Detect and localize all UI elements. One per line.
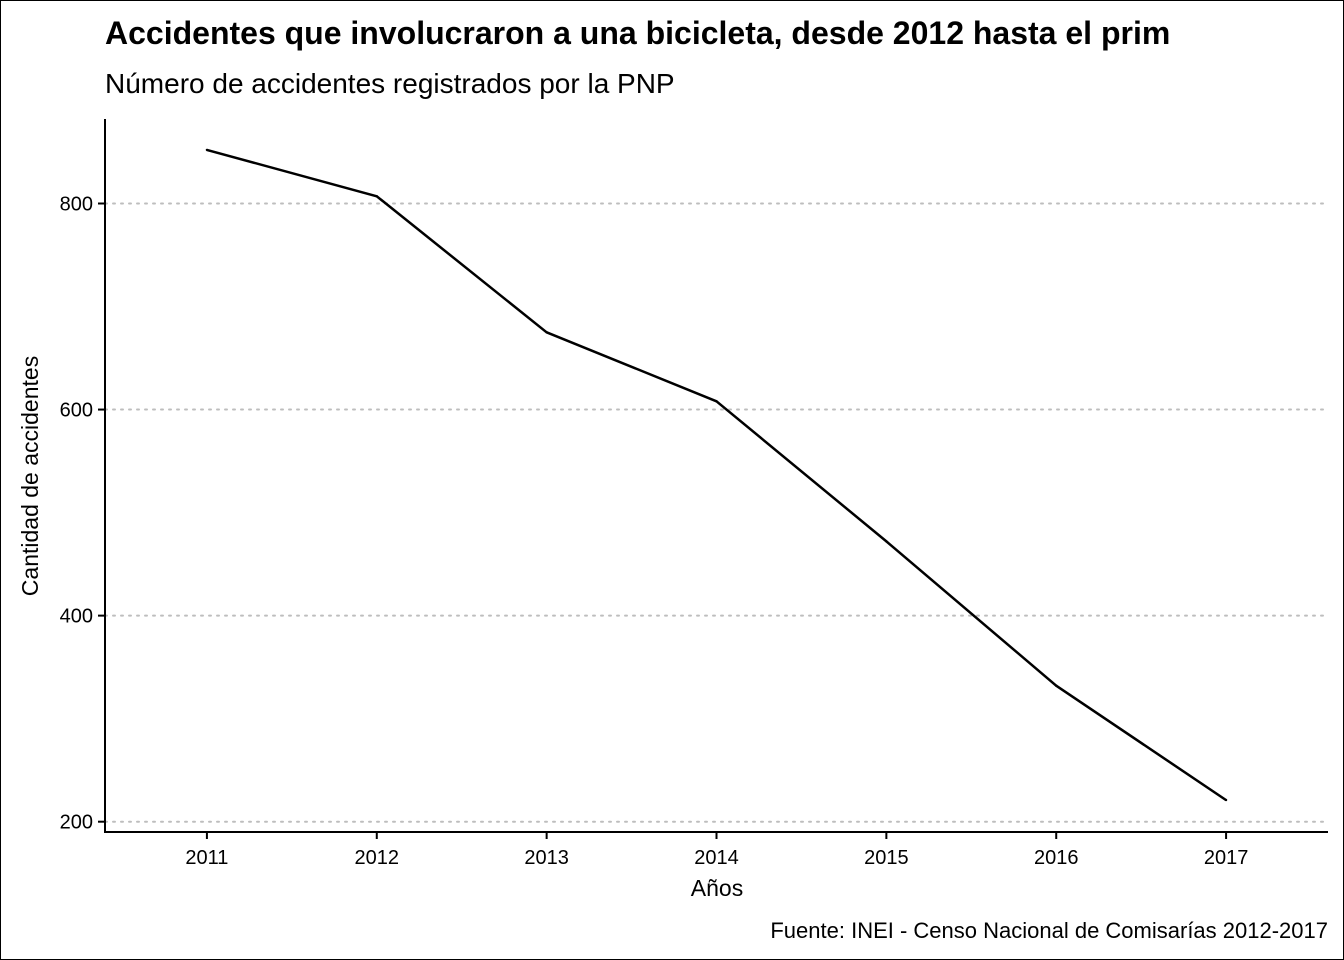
data-point [205,148,209,152]
axes [98,119,1328,839]
data-point [885,540,888,543]
gridlines [104,202,1329,823]
y-tick-label: 200 [60,812,93,834]
data-point [545,331,548,334]
y-tick-label: 800 [60,193,93,215]
x-axis-title: Años [691,875,743,901]
y-tick-label: 400 [60,606,93,628]
series-layer [205,148,1228,802]
caption: Fuente: INEI - Censo Nacional de Comisar… [770,918,1328,943]
x-tick-label: 2015 [864,847,909,869]
series-line [206,148,1227,802]
data-point [1224,798,1228,802]
x-tick-label: 2011 [185,847,228,869]
data-point [375,195,378,198]
data-point [1055,684,1058,687]
x-tick-label: 2012 [355,847,400,869]
x-tick-label: 2017 [1204,847,1249,869]
x-tick-label: 2013 [524,847,569,869]
y-axis-title: Cantidad de accidentes [17,356,43,596]
y-tick-label: 600 [60,400,93,422]
chart-subtitle: Número de accidentes registrados por la … [105,68,675,99]
tick-labels: 200 400 600 800 2011 2012 2013 2014 2015 2016 2017 [60,193,1249,869]
x-tick-label: 2014 [694,847,739,869]
x-tick-label: 2016 [1034,847,1079,869]
data-point [715,400,718,403]
chart-title: Accidentes que involucraron a una bicicl… [105,15,1170,51]
